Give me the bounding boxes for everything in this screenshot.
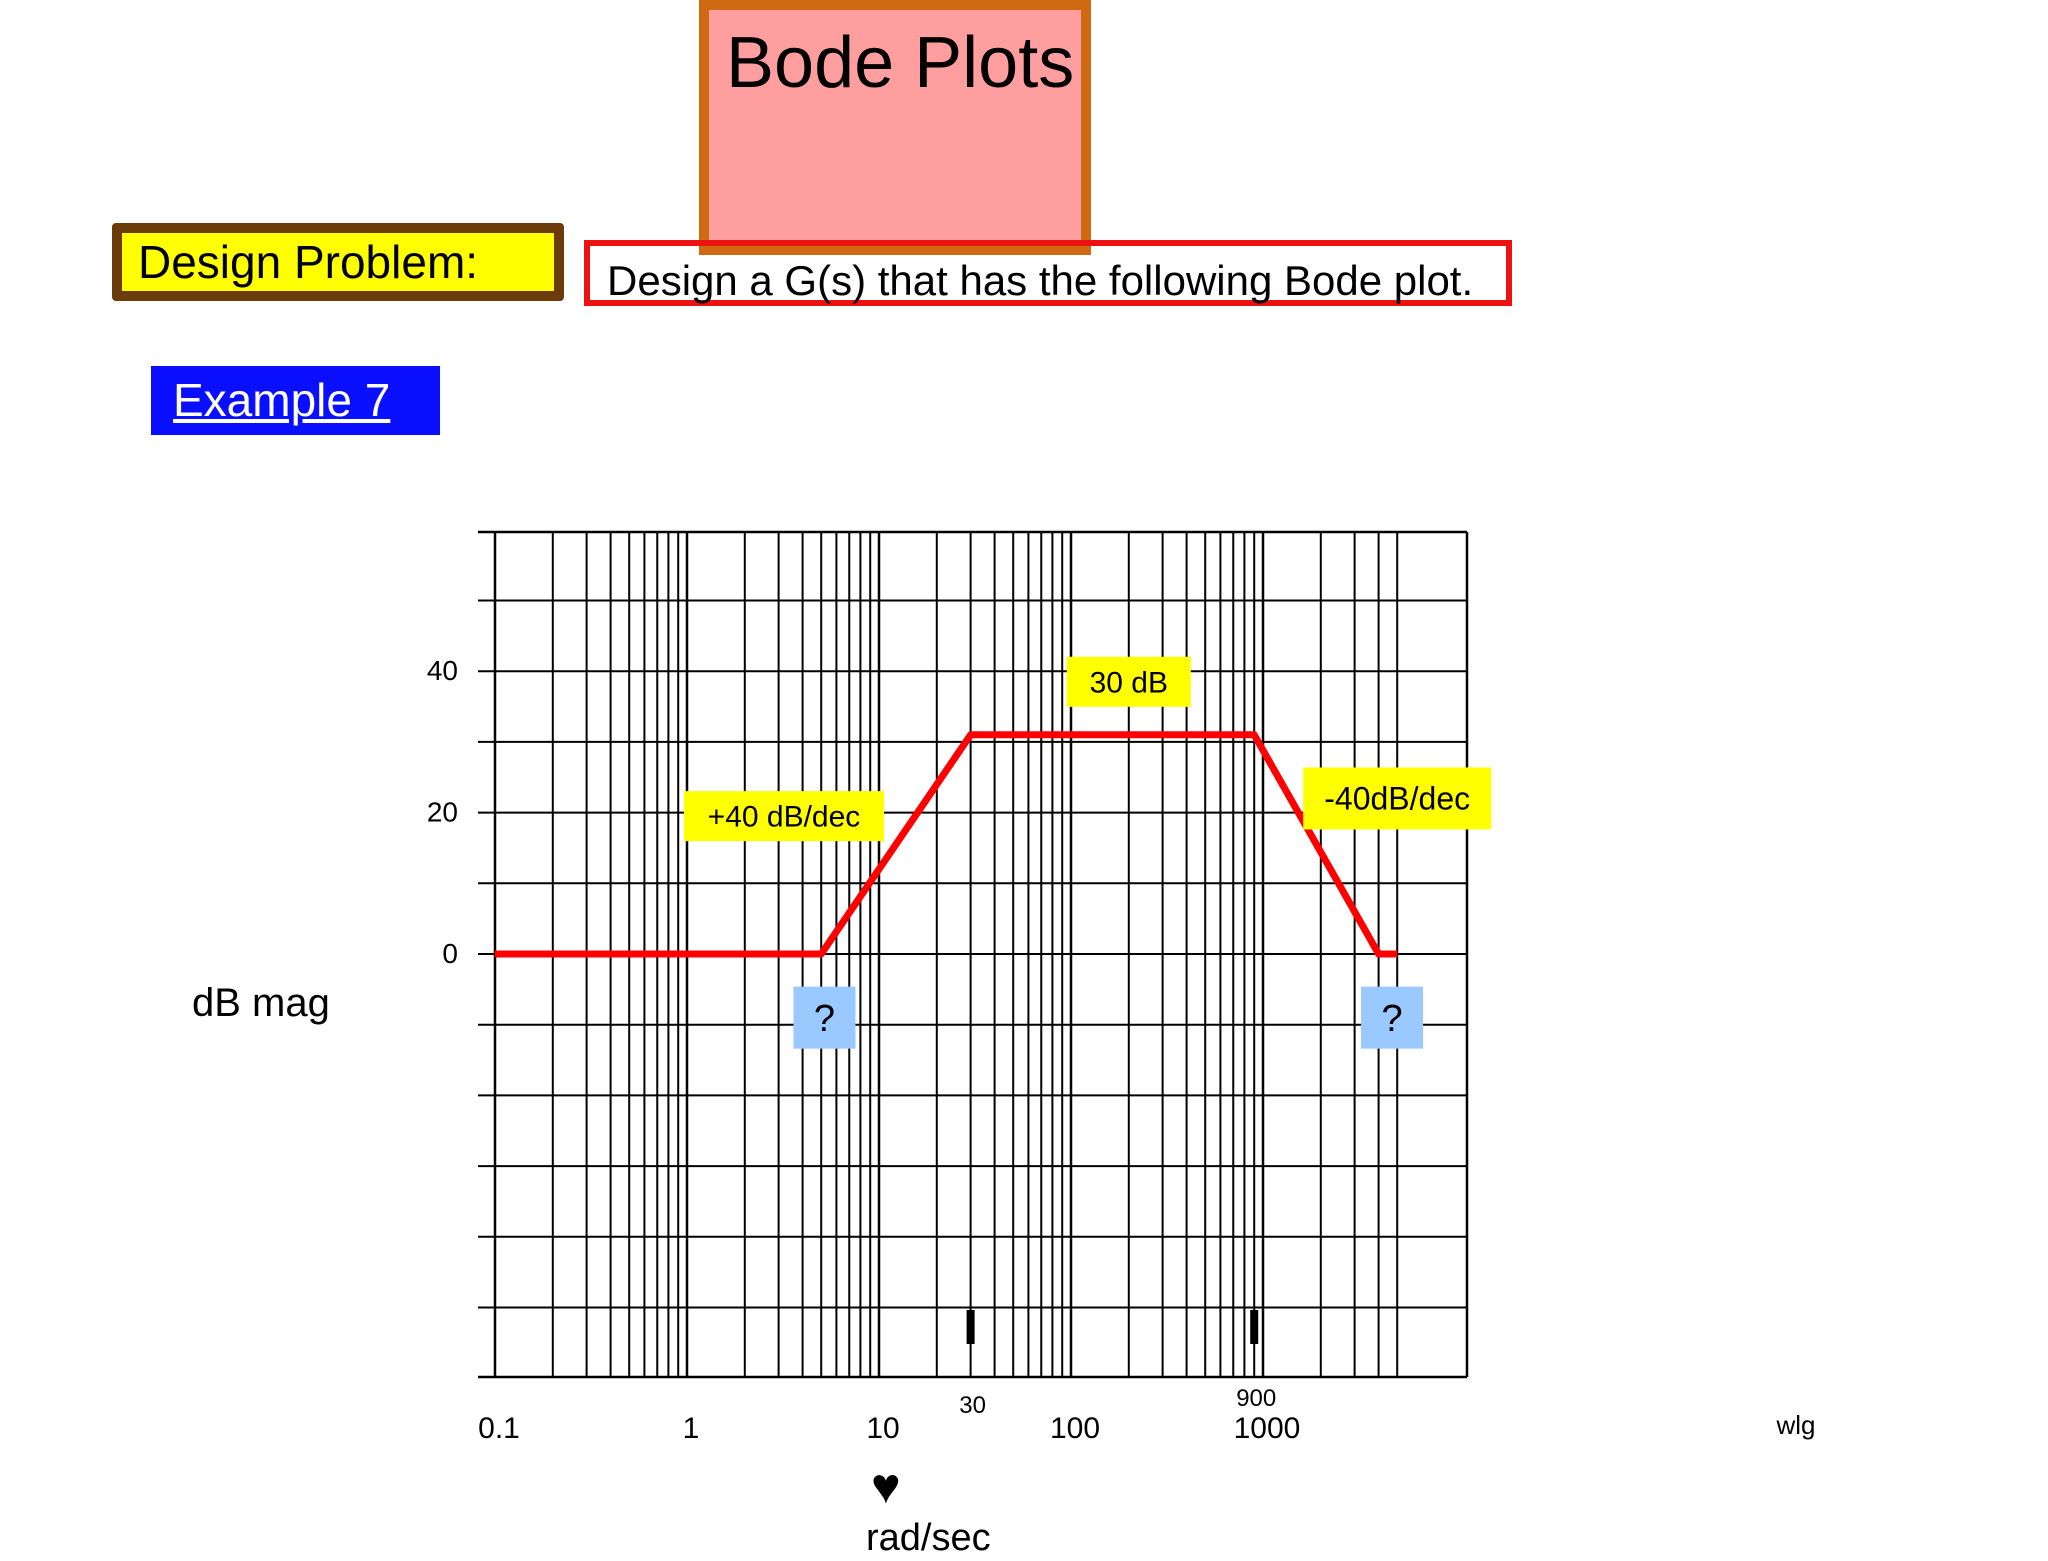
y-tick-label: 20: [427, 797, 458, 828]
question-mark: ?: [814, 998, 835, 1040]
example-label[interactable]: Example 7: [151, 366, 440, 435]
problem-statement-box: [584, 240, 1512, 306]
title-box: [699, 0, 1091, 255]
annotation-box: [1066, 656, 1191, 707]
annotation-label: +40 dB/dec: [708, 801, 861, 834]
example-link[interactable]: Example 7: [173, 374, 391, 426]
annotation-label: 30 dB: [1090, 666, 1168, 699]
x-tick-label: 0.1: [478, 1412, 520, 1445]
question-box: [1361, 986, 1424, 1049]
corner-marker: [966, 1310, 975, 1344]
x-axis-variable: wlg: [1775, 1410, 1815, 1440]
y-axis-label: dB mag: [192, 981, 330, 1025]
x-tick-label: 10: [866, 1412, 899, 1445]
x-tick-label: 100: [1050, 1412, 1100, 1445]
problem-statement: Design a G(s) that has the following Bod…: [607, 257, 1474, 304]
annotation-box: [1303, 767, 1492, 830]
annotation-box: [683, 791, 884, 842]
design-problem-label: Design Problem:: [112, 223, 564, 301]
corner-marker-label: 30: [959, 1392, 986, 1419]
page-title: Bode Plots: [726, 23, 1075, 103]
magnitude-curve: [495, 731, 1398, 958]
annotation-label: -40dB/dec: [1324, 781, 1470, 817]
x-tick-label: 1: [683, 1412, 700, 1445]
x-tick-label: 1000: [1234, 1412, 1301, 1445]
corner-marker-label: 900: [1236, 1385, 1276, 1412]
question-mark: ?: [1381, 998, 1402, 1040]
x-axis-units: rad/sec: [866, 1517, 991, 1559]
y-tick-label: 40: [427, 655, 458, 686]
y-tick-label: 0: [442, 938, 458, 969]
question-box: [793, 986, 856, 1049]
corner-marker: [1250, 1310, 1259, 1344]
heart-icon: ♥: [871, 1458, 901, 1514]
